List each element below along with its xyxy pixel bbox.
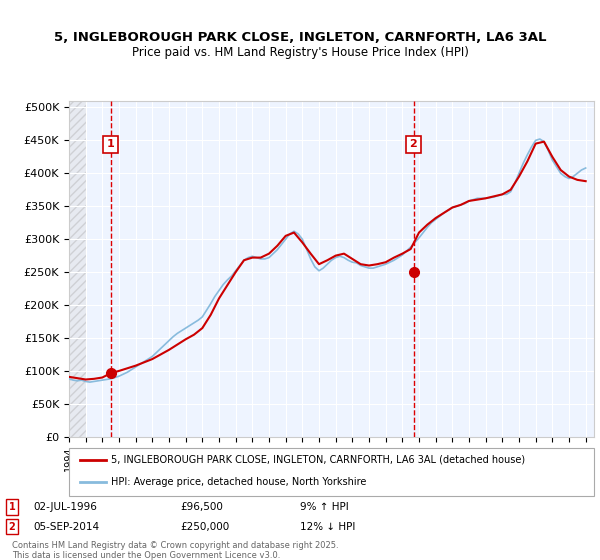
Text: Contains HM Land Registry data © Crown copyright and database right 2025.
This d: Contains HM Land Registry data © Crown c… xyxy=(12,540,338,560)
Text: 2: 2 xyxy=(8,521,16,531)
Text: 2: 2 xyxy=(410,139,418,150)
Text: 02-JUL-1996: 02-JUL-1996 xyxy=(33,502,97,512)
Text: 9% ↑ HPI: 9% ↑ HPI xyxy=(300,502,349,512)
Bar xyxy=(69,101,86,437)
Text: 05-SEP-2014: 05-SEP-2014 xyxy=(33,521,99,531)
Text: 5, INGLEBOROUGH PARK CLOSE, INGLETON, CARNFORTH, LA6 3AL (detached house): 5, INGLEBOROUGH PARK CLOSE, INGLETON, CA… xyxy=(111,455,525,465)
Text: 1: 1 xyxy=(8,502,16,512)
Text: 12% ↓ HPI: 12% ↓ HPI xyxy=(300,521,355,531)
Text: £96,500: £96,500 xyxy=(180,502,223,512)
FancyBboxPatch shape xyxy=(69,448,594,496)
Text: £250,000: £250,000 xyxy=(180,521,229,531)
Text: Price paid vs. HM Land Registry's House Price Index (HPI): Price paid vs. HM Land Registry's House … xyxy=(131,46,469,59)
Text: HPI: Average price, detached house, North Yorkshire: HPI: Average price, detached house, Nort… xyxy=(111,477,367,487)
Text: 1: 1 xyxy=(107,139,115,150)
Text: 5, INGLEBOROUGH PARK CLOSE, INGLETON, CARNFORTH, LA6 3AL: 5, INGLEBOROUGH PARK CLOSE, INGLETON, CA… xyxy=(54,31,546,44)
